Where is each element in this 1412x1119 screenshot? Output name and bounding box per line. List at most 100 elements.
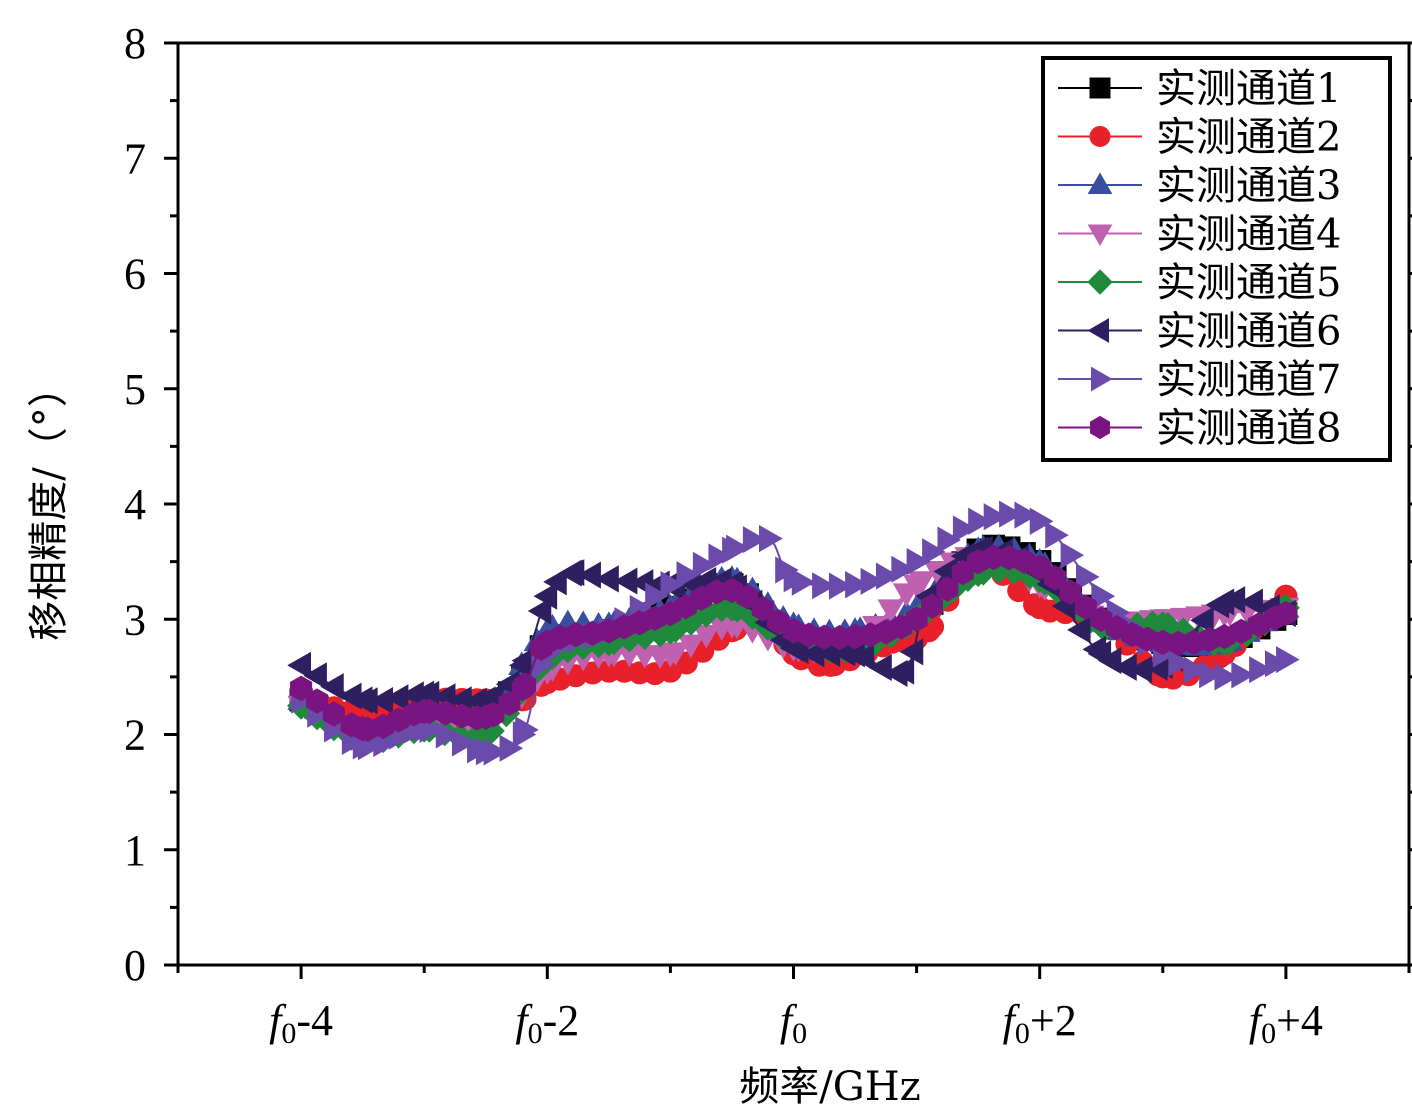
data-point-hexagon — [597, 618, 620, 644]
data-point-triangle-left — [899, 638, 924, 666]
data-point-triangle-up — [1087, 172, 1113, 194]
data-point-triangle-left — [287, 651, 311, 679]
data-point-hexagon — [351, 716, 374, 742]
data-point-triangle-left — [558, 559, 582, 587]
data-point-triangle-left — [595, 565, 619, 593]
y-tick-label: 5 — [124, 365, 146, 414]
data-point-triangle-right — [783, 565, 808, 593]
data-point-triangle-right — [692, 551, 717, 579]
data-point-triangle-left — [303, 662, 327, 690]
data-point-triangle-right — [499, 734, 524, 762]
x-tick-label: f0 — [780, 996, 807, 1050]
series-8 — [290, 544, 1297, 742]
data-point-triangle-down — [903, 574, 931, 599]
legend-label: 实测通道3 — [1156, 163, 1341, 209]
data-point-triangle-right — [845, 571, 869, 599]
data-point-triangle-left — [1087, 640, 1112, 668]
data-point-triangle-right — [1249, 656, 1273, 684]
data-point-hexagon — [844, 623, 867, 650]
data-point-triangle-right — [1029, 507, 1054, 535]
legend-label: 实测通道7 — [1156, 357, 1341, 403]
data-point-triangle-left — [533, 582, 558, 610]
data-point-circle — [1089, 126, 1111, 147]
x-tick-label: f0+4 — [1249, 996, 1323, 1050]
data-point-triangle-left — [1210, 588, 1235, 616]
y-axis-title: 移相精度/（°） — [26, 367, 72, 640]
data-point-triangle-right — [999, 500, 1023, 528]
legend-label: 实测通道8 — [1156, 406, 1341, 452]
data-point-triangle-down — [1087, 224, 1113, 247]
data-point-triangle-left — [320, 673, 344, 701]
data-point-triangle-right — [983, 503, 1008, 531]
data-point-triangle-right — [952, 515, 977, 543]
data-point-triangle-right — [812, 572, 836, 600]
y-tick-label: 6 — [124, 250, 146, 299]
data-point-hexagon — [511, 675, 534, 702]
data-point-square — [1089, 77, 1111, 99]
data-point-triangle-left — [577, 561, 601, 589]
data-point-triangle-right — [1199, 661, 1223, 689]
x-tick-label: f0-4 — [269, 996, 333, 1050]
data-point-triangle-left — [527, 597, 552, 625]
data-point-hexagon — [1028, 554, 1051, 581]
data-point-hexagon — [1059, 579, 1082, 605]
x-axis-title: 频率/GHz — [739, 1064, 920, 1110]
data-point-triangle-right — [1045, 521, 1069, 549]
data-point-triangle-right — [475, 738, 500, 766]
data-point-triangle-right — [1014, 501, 1038, 529]
legend-entry: 实测通道6 — [1058, 309, 1341, 355]
data-point-triangle-right — [708, 543, 732, 571]
data-point-hexagon — [1089, 415, 1111, 440]
data-point-hexagon — [1213, 623, 1236, 650]
legend-entry: 实测通道4 — [1058, 212, 1341, 258]
data-point-hexagon — [1151, 629, 1174, 655]
data-point-triangle-right — [828, 572, 853, 600]
data-point-hexagon — [905, 606, 928, 632]
legend-label: 实测通道5 — [1156, 260, 1341, 306]
data-point-triangle-left — [1239, 588, 1263, 616]
data-point-triangle-right — [435, 721, 460, 749]
y-tick-label: 8 — [124, 19, 146, 68]
data-point-triangle-right — [1276, 646, 1300, 674]
data-point-triangle-right — [1091, 582, 1115, 610]
legend-label: 实测通道4 — [1156, 212, 1341, 258]
data-point-hexagon — [413, 698, 436, 725]
legend-label: 实测通道1 — [1156, 66, 1341, 112]
legend-box — [1041, 56, 1392, 462]
data-point-triangle-left — [1087, 318, 1109, 343]
data-point-hexagon — [936, 576, 959, 602]
data-point-triangle-right — [1076, 563, 1100, 591]
legend-entry: 实测通道3 — [1058, 163, 1341, 209]
legend-entry: 实测通道8 — [1058, 406, 1341, 452]
y-axis: 0 1 2 3 4 5 6 7 8 — [124, 19, 1412, 990]
data-point-hexagon — [322, 701, 345, 727]
y-tick-label: 0 — [124, 941, 146, 990]
data-point-triangle-right — [875, 562, 900, 590]
data-point-hexagon — [720, 577, 743, 604]
data-point-triangle-right — [676, 561, 701, 589]
data-point-triangle-right — [937, 526, 962, 554]
data-point-triangle-right — [722, 536, 746, 564]
legend-label: 实测通道6 — [1156, 309, 1341, 355]
legend-label: 实测通道2 — [1156, 115, 1341, 161]
data-point-triangle-right — [1168, 649, 1192, 677]
data-point-triangle-right — [645, 582, 669, 610]
data-point-hexagon — [290, 675, 313, 702]
y-tick-label: 4 — [124, 480, 146, 529]
y-tick-label: 1 — [124, 826, 146, 875]
y-tick-label: 2 — [124, 711, 146, 760]
data-point-triangle-left — [1190, 606, 1214, 634]
legend-entry: 实测通道2 — [1058, 115, 1341, 161]
data-point-hexagon — [921, 593, 943, 619]
data-point-hexagon — [782, 618, 805, 644]
data-point-hexagon — [659, 600, 682, 627]
y-tick-label: 3 — [124, 595, 146, 644]
data-point-hexagon — [536, 629, 559, 655]
series-layer — [287, 500, 1300, 766]
data-point-triangle-right — [759, 525, 783, 553]
data-point-triangle-left — [1067, 616, 1091, 644]
data-point-triangle-right — [1060, 541, 1085, 569]
legend-entry: 实测通道5 — [1058, 260, 1341, 306]
